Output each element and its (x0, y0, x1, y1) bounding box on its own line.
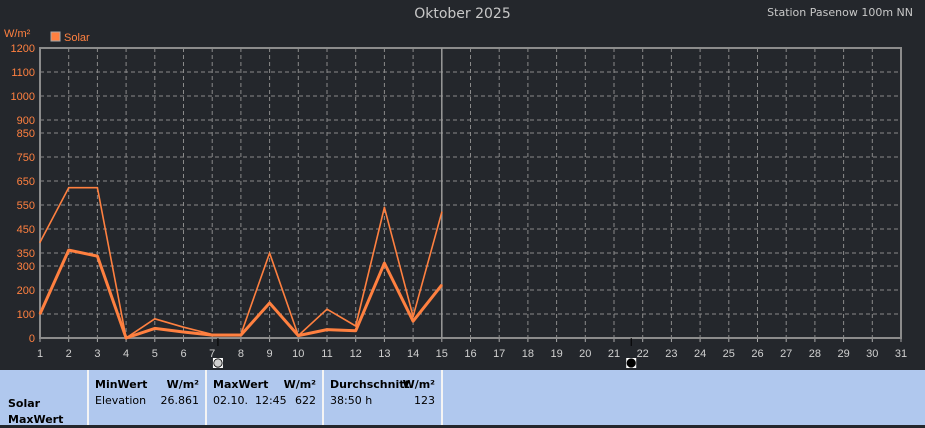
x-tick-label: 9 (267, 348, 273, 360)
data-point (182, 331, 185, 333)
max-unit: W/m² (283, 378, 316, 391)
data-point (383, 206, 386, 209)
x-tick-label: 16 (464, 348, 476, 360)
plot-frame (39, 47, 902, 339)
x-tick-label: 2 (66, 348, 72, 360)
stats-panel: Solar MaxWert MinWert W/m² Elevation 26.… (0, 370, 925, 426)
y-tick-label: 900 (17, 115, 35, 127)
x-tick-label: 4 (123, 348, 129, 360)
min-column: MinWert W/m² Elevation 26.861 (87, 370, 205, 425)
max-column: MaxWert W/m² 02.10. 12:45 622 (205, 370, 322, 425)
x-tick-label: 25 (723, 348, 735, 360)
data-point (39, 241, 41, 243)
x-tick-label: 6 (180, 348, 186, 360)
x-tick-label: 27 (780, 348, 792, 360)
x-tick-label: 19 (550, 348, 562, 360)
x-tick-label: 11 (321, 348, 332, 360)
y-tick-label: 450 (17, 224, 35, 236)
data-point (96, 186, 99, 189)
data-point (297, 334, 300, 337)
data-point (240, 334, 242, 336)
x-tick-label: 15 (436, 348, 448, 360)
x-tick-label: 29 (837, 348, 849, 360)
x-tick-label: 12 (350, 348, 362, 360)
min-value: 26.861 (160, 394, 200, 407)
data-point (39, 313, 41, 315)
y-tick-label: 550 (17, 200, 35, 212)
y-axis-unit: W/m² (4, 28, 31, 40)
new-moon-icon (626, 358, 636, 368)
data-point (96, 255, 99, 257)
avg-value: 123 (414, 394, 435, 407)
x-tick-label: 18 (522, 348, 534, 360)
x-tick-label: 23 (665, 348, 677, 360)
data-point (354, 330, 357, 332)
y-tick-label: 300 (17, 261, 35, 273)
y-tick-label: 750 (17, 152, 35, 164)
x-tick-label: 14 (407, 348, 419, 360)
y-tick-label: 1000 (11, 91, 35, 103)
x-tick-label: 22 (637, 348, 649, 360)
data-point (441, 284, 443, 286)
y-tick-label: 1100 (11, 67, 35, 79)
y-tick-label: 0 (29, 333, 35, 345)
data-point (125, 337, 127, 339)
x-tick-label: 31 (895, 348, 907, 360)
y-tick-label: 1200 (11, 43, 35, 55)
avg-column: Durchschnitt W/m² 38:50 h 123 (322, 370, 441, 425)
max-header: MaxWert (213, 378, 269, 391)
max-value: 622 (295, 394, 316, 407)
row-label-solar: Solar (8, 397, 41, 410)
max-label: 02.10. 12:45 (213, 394, 287, 407)
station-label: Station Pasenow 100m NN (767, 6, 913, 19)
data-point (67, 186, 70, 189)
y-tick-label: 350 (17, 248, 35, 260)
data-point (154, 327, 156, 330)
data-point (412, 320, 414, 323)
data-point (383, 262, 386, 264)
data-point (211, 334, 213, 336)
data-point (268, 252, 271, 254)
data-point (268, 302, 271, 304)
min-unit: W/m² (166, 378, 199, 391)
data-point (412, 315, 414, 318)
legend-swatch (50, 31, 61, 42)
avg-header: Durchschnitt (330, 378, 410, 391)
data-point (67, 249, 70, 251)
y-tick-label: 850 (17, 128, 35, 140)
data-point (326, 308, 328, 311)
data-point (441, 211, 443, 213)
x-tick-label: 1 (37, 348, 43, 360)
column-divider (441, 370, 443, 425)
avg-label: 38:50 h (330, 394, 373, 407)
avg-unit: W/m² (402, 378, 435, 391)
x-tick-label: 20 (579, 348, 591, 360)
x-tick-label: 3 (94, 348, 100, 360)
min-label: Elevation (95, 394, 147, 407)
x-tick-label: 30 (866, 348, 878, 360)
full-moon-icon (213, 358, 223, 368)
row-label-maxwert: MaxWert (8, 413, 64, 426)
x-tick-label: 17 (493, 348, 505, 360)
y-tick-label: 200 (17, 285, 35, 297)
x-tick-label: 24 (694, 348, 706, 360)
x-tick-label: 10 (292, 348, 304, 360)
data-point (182, 326, 185, 329)
data-point (326, 328, 328, 331)
x-tick-label: 8 (238, 348, 244, 360)
x-tick-label: 21 (608, 348, 620, 360)
y-tick-label: 100 (17, 309, 35, 321)
chart-title: Oktober 2025 (414, 6, 511, 22)
x-tick-label: 28 (809, 348, 821, 360)
min-header: MinWert (95, 378, 148, 391)
data-point (154, 318, 156, 320)
legend-label-solar: Solar (64, 32, 90, 44)
x-tick-label: 7 (209, 348, 215, 360)
x-tick-label: 26 (751, 348, 763, 360)
x-tick-label: 5 (152, 348, 158, 360)
x-tick-label: 13 (378, 348, 390, 360)
y-tick-label: 650 (17, 176, 35, 188)
